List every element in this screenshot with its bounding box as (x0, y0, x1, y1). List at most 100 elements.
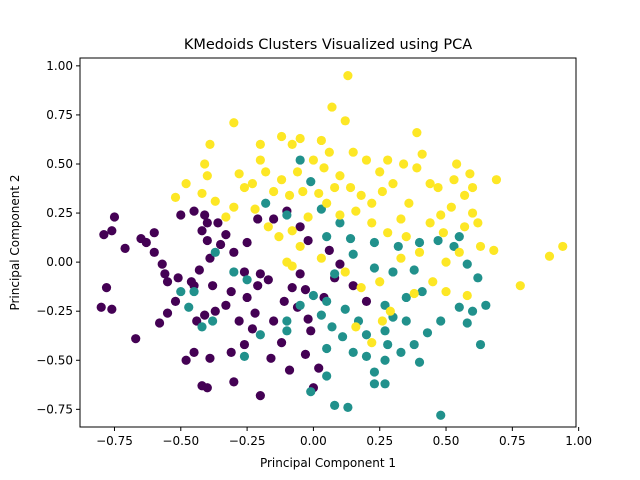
scatter-point-cluster_0-22 (213, 218, 223, 228)
scatter-point-cluster_1-18 (454, 302, 464, 312)
scatter-point-cluster_0-4 (96, 302, 106, 312)
scatter-point-cluster_0-67 (189, 347, 199, 358)
scatter-point-cluster_2-66 (287, 226, 297, 236)
scatter-point-cluster_1-1 (306, 177, 316, 187)
scatter-point-cluster_0-45 (162, 308, 173, 318)
scatter-point-cluster_0-0 (99, 230, 109, 240)
scatter-point-cluster_1-3 (282, 210, 292, 220)
scatter-point-cluster_0-28 (269, 214, 279, 224)
scatter-point-cluster_0-52 (250, 308, 260, 318)
scatter-point-cluster_1-2 (261, 198, 271, 208)
scatter-point-cluster_1-15 (454, 232, 464, 242)
scatter-point-cluster_2-64 (322, 198, 332, 208)
scatter-point-cluster_0-81 (234, 316, 244, 326)
scatter-point-cluster_0-38 (226, 286, 236, 297)
scatter-point-cluster_0-13 (160, 269, 170, 279)
scatter-point-cluster_2-76 (454, 247, 464, 257)
scatter-point-cluster_2-33 (377, 186, 387, 197)
scatter-point-cluster_1-53 (369, 263, 380, 273)
scatter-point-cluster_2-44 (465, 169, 475, 179)
scatter-point-cluster_1-7 (345, 233, 356, 244)
scatter-point-cluster_0-75 (300, 349, 311, 359)
x-tick-label: 1.00 (565, 434, 592, 448)
scatter-point-cluster_2-80 (462, 290, 472, 301)
scatter-point-cluster_0-49 (239, 267, 250, 277)
scatter-point-cluster_1-31 (340, 304, 350, 314)
scatter-point-cluster_2-35 (375, 167, 385, 177)
scatter-point-cluster_0-74 (284, 365, 295, 375)
scatter-point-cluster_1-13 (462, 259, 472, 269)
scatter-point-cluster_1-6 (322, 232, 332, 242)
x-tick-label: 0.50 (433, 434, 460, 448)
scatter-point-cluster_1-68 (282, 316, 292, 326)
scatter-point-cluster_2-38 (398, 159, 409, 169)
scatter-point-cluster_0-65 (226, 347, 236, 358)
scatter-point-cluster_2-39 (412, 163, 422, 173)
scatter-point-cluster_1-37 (322, 343, 332, 354)
y-tick-label: 0.50 (46, 157, 73, 171)
scatter-point-cluster_2-24 (330, 182, 340, 193)
scatter-point-cluster_2-81 (428, 277, 438, 287)
scatter-point-cluster_2-82 (409, 288, 419, 299)
x-tick-label: −0.25 (229, 434, 266, 448)
scatter-point-cluster_2-22 (319, 163, 329, 173)
scatter-point-cluster_2-18 (261, 167, 271, 177)
scatter-point-cluster_1-27 (361, 351, 372, 361)
scatter-point-cluster_1-49 (401, 292, 411, 303)
scatter-point-cluster_1-62 (239, 351, 250, 361)
scatter-point-cluster_2-85 (250, 204, 260, 214)
scatter-point-cluster_0-35 (194, 265, 204, 275)
scatter-point-cluster_0-25 (229, 247, 239, 257)
scatter-point-cluster_2-65 (303, 212, 313, 222)
scatter-point-cluster_1-66 (242, 275, 252, 285)
y-tick-label: 0.75 (46, 108, 73, 122)
scatter-point-cluster_1-23 (396, 347, 406, 358)
scatter-point-cluster_0-3 (101, 283, 112, 293)
scatter-point-cluster_1-41 (343, 402, 353, 412)
scatter-point-cluster_0-12 (157, 259, 167, 269)
scatter-point-cluster_1-25 (380, 355, 390, 365)
scatter-point-cluster_0-32 (324, 245, 334, 255)
scatter-point-cluster_0-16 (176, 210, 186, 220)
scatter-point-cluster_2-97 (324, 147, 334, 157)
scatter-point-cluster_0-19 (202, 218, 212, 228)
scatter-point-cluster_2-16 (255, 155, 265, 165)
scatter-point-cluster_2-74 (414, 247, 425, 257)
scatter-point-cluster_2-9 (205, 139, 215, 149)
scatter-point-cluster_2-52 (473, 218, 483, 228)
scatter-point-cluster_2-23 (335, 171, 345, 181)
scatter-point-cluster_2-69 (316, 253, 326, 263)
scatter-point-cluster_2-50 (438, 228, 448, 238)
scatter-point-cluster_2-6 (276, 131, 287, 142)
scatter-point-cluster_0-42 (192, 316, 202, 326)
scatter-point-cluster_0-56 (295, 269, 305, 279)
scatter-point-cluster_2-83 (385, 306, 395, 316)
scatter-point-cluster_1-10 (414, 237, 425, 248)
points-layer (96, 71, 568, 420)
scatter-point-cluster_0-47 (242, 292, 252, 303)
scatter-point-cluster_1-19 (436, 316, 446, 326)
x-axis-title: Principal Component 1 (260, 456, 396, 470)
scatter-point-cluster_1-22 (414, 357, 425, 367)
scatter-point-cluster_0-27 (253, 214, 263, 224)
scatter-point-cluster_0-78 (348, 281, 358, 291)
scatter-point-cluster_0-2 (107, 226, 117, 236)
scatter-point-cluster_0-15 (173, 273, 183, 283)
scatter-point-cluster_2-42 (449, 175, 459, 185)
scatter-point-cluster_0-50 (255, 269, 265, 279)
scatter-point-cluster_2-41 (433, 182, 443, 193)
y-tick-label: 0.25 (46, 206, 73, 220)
scatter-point-cluster_2-12 (197, 188, 207, 199)
scatter-point-cluster_0-68 (181, 355, 191, 365)
scatter-point-cluster_1-35 (327, 322, 337, 332)
scatter-point-cluster_2-20 (292, 167, 303, 177)
scatter-point-cluster_0-80 (276, 338, 287, 348)
scatter-point-cluster_1-63 (255, 330, 265, 340)
scatter-point-cluster_1-4 (316, 204, 326, 214)
scatter-point-cluster_2-31 (356, 190, 366, 200)
y-tick-label: −0.25 (36, 304, 73, 318)
scatter-point-cluster_1-0 (295, 155, 305, 165)
scatter-point-cluster_0-57 (300, 285, 311, 295)
scatter-point-cluster_0-26 (242, 237, 252, 248)
scatter-point-cluster_2-73 (396, 253, 406, 263)
